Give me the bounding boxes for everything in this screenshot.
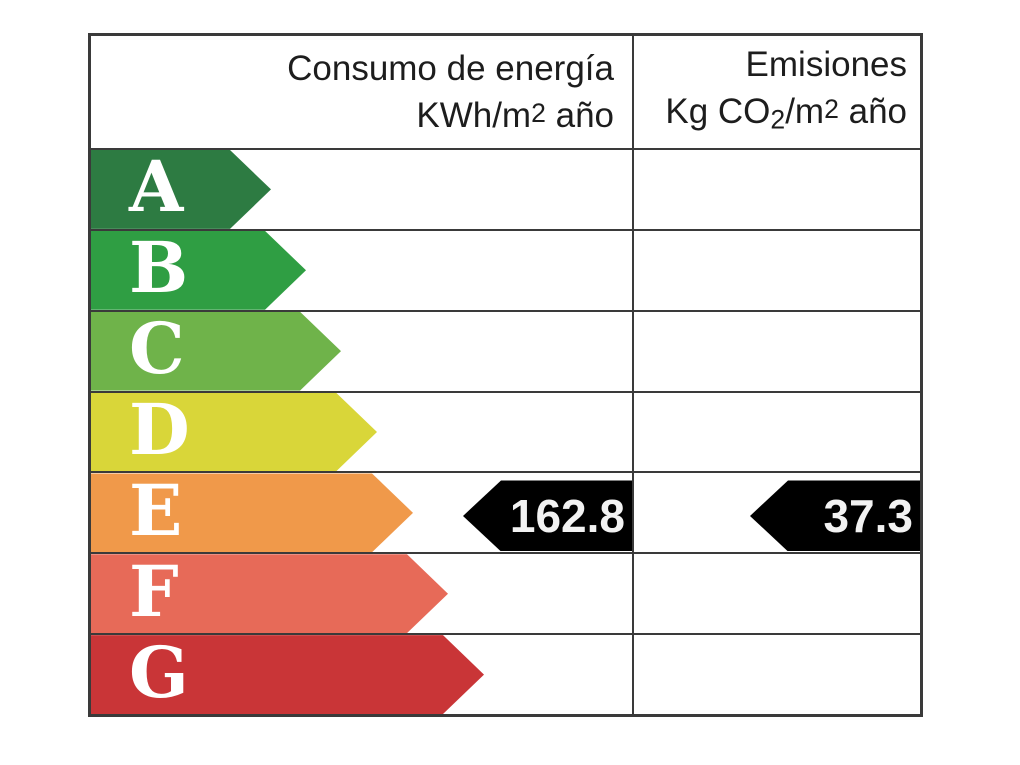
- rating-cell-c: C: [91, 312, 632, 391]
- rating-cell-a: A: [91, 150, 632, 229]
- emissions-cell-c: [632, 311, 920, 391]
- rating-row-e: E 162.8 37.3: [91, 473, 920, 555]
- header-consumption: Consumo de energía KWh/m2 año: [91, 36, 632, 148]
- rating-letter-g: G: [129, 630, 189, 714]
- rating-row-b: B: [91, 230, 920, 312]
- consumption-value-arrow-icon: 162.8: [463, 480, 632, 552]
- rating-cell-f: F: [91, 554, 632, 633]
- rating-arrow-a-icon: A: [91, 150, 271, 229]
- rating-arrow-d-icon: D: [91, 393, 377, 472]
- emissions-value-arrow-icon: 37.3: [750, 480, 920, 552]
- emissions-cell-f: [632, 554, 920, 634]
- table-header: Consumo de energía KWh/m2 año Emisiones …: [91, 36, 920, 150]
- rating-letter-b: B: [129, 226, 189, 310]
- emissions-cell-d: [632, 392, 920, 472]
- rating-cell-e: E 162.8: [91, 473, 632, 552]
- rating-letter-d: D: [129, 388, 190, 471]
- rating-arrow-e-icon: E: [91, 473, 413, 552]
- rating-cell-b: B: [91, 231, 632, 310]
- header-emissions: Emisiones Kg CO2/m2 año: [632, 36, 920, 148]
- rating-arrow-g-icon: G: [91, 635, 484, 714]
- rating-row-g: G: [91, 635, 920, 715]
- rating-letter-e: E: [129, 468, 183, 552]
- energy-rating-table: Consumo de energía KWh/m2 año Emisiones …: [88, 33, 923, 717]
- rating-arrow-f-icon: F: [91, 554, 448, 633]
- consumption-value: 162.8: [509, 489, 625, 542]
- emissions-header-line2: Kg CO2/m2 año: [665, 91, 907, 135]
- emissions-cell-a: [632, 150, 920, 229]
- rating-letter-f: F: [129, 549, 179, 633]
- emissions-cell-b: [632, 230, 920, 310]
- emissions-cell-g: [632, 635, 920, 715]
- rating-letter-a: A: [129, 145, 184, 229]
- rating-arrow-b-icon: B: [91, 231, 306, 310]
- rating-letter-c: C: [129, 307, 185, 391]
- consumption-header-line1: Consumo de energía: [287, 48, 614, 88]
- rating-row-d: D: [91, 392, 920, 474]
- emissions-header-line1: Emisiones: [745, 44, 907, 84]
- rating-row-f: F: [91, 554, 920, 636]
- rating-row-c: C: [91, 311, 920, 393]
- rating-cell-d: D: [91, 393, 632, 472]
- rating-row-a: A: [91, 150, 920, 231]
- rating-arrow-c-icon: C: [91, 312, 341, 391]
- emissions-cell-e: 37.3: [632, 473, 920, 553]
- emissions-value: 37.3: [823, 489, 913, 542]
- consumption-header-line2: KWh/m2 año: [416, 95, 614, 135]
- rating-cell-g: G: [91, 635, 632, 714]
